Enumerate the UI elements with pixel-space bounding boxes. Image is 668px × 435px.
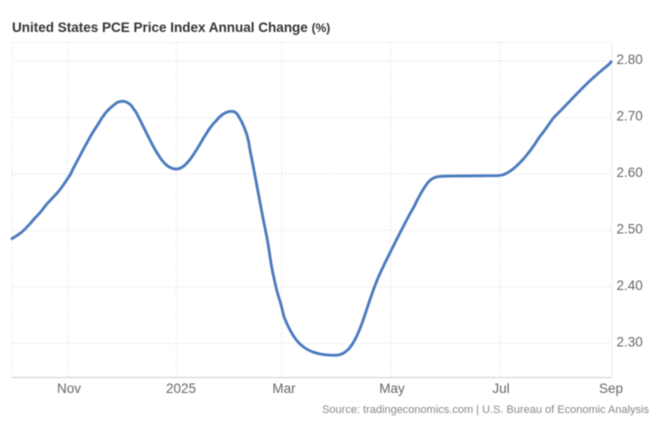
svg-text:Jul: Jul — [492, 381, 509, 396]
svg-text:Sep: Sep — [599, 381, 623, 396]
svg-text:2.80: 2.80 — [617, 52, 643, 67]
svg-text:2.50: 2.50 — [617, 222, 643, 237]
svg-text:Mar: Mar — [272, 381, 296, 396]
svg-text:2.70: 2.70 — [617, 109, 643, 124]
svg-text:May: May — [379, 381, 405, 396]
svg-text:2.40: 2.40 — [617, 278, 643, 293]
svg-text:2025: 2025 — [166, 381, 196, 396]
svg-text:Nov: Nov — [57, 381, 81, 396]
svg-text:2.30: 2.30 — [617, 335, 643, 350]
svg-text:2.60: 2.60 — [617, 165, 643, 180]
